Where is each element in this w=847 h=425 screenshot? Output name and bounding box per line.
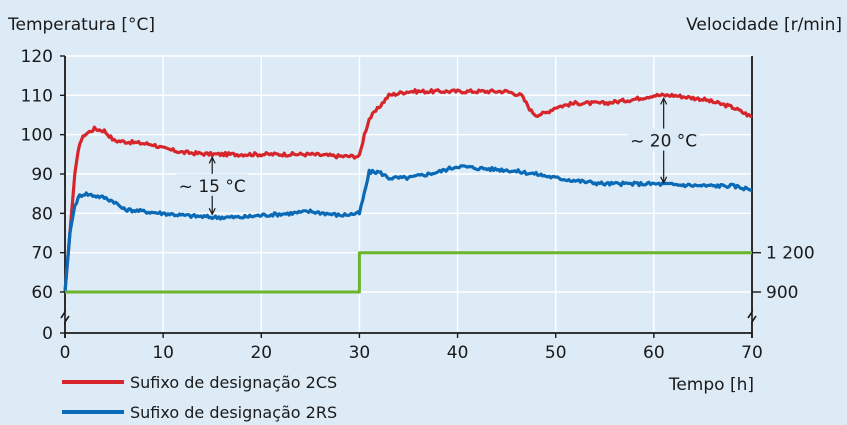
annotation-label-0: ~ 15 °C [179,177,246,197]
x-tick-label-20: 20 [250,343,272,363]
annotation-label-bg-1 [627,128,700,151]
y-tick-label-90: 90 [31,165,53,185]
tick-labels: 0 60 70 80 90 100 110 120 0 10 20 30 40 50 60 70 900 1 20… [21,47,815,363]
y-tick-label-110: 110 [21,86,53,106]
x-axis-label: Tempo [h] [668,375,754,395]
y-right-axis-break [747,309,757,325]
y-tick-label-70: 70 [31,244,53,264]
annotation-label-bg-0 [176,173,249,196]
legend-label-2rs: Sufixo de designação 2RS [130,403,337,422]
x-tick-label-60: 60 [643,343,665,363]
x-tick-label-50: 50 [545,343,567,363]
series-line-0 [63,88,753,293]
y-tick-label-100: 100 [21,126,53,146]
x-tick-label-30: 30 [349,343,371,363]
series-line-1 [63,164,753,293]
y-right-axis-label: Velocidade [r/min] [686,15,842,35]
x-tick-label-70: 70 [741,343,763,363]
x-tick-label-40: 40 [447,343,469,363]
annotation-arrowhead-bottom-1 [660,176,668,185]
legend-label-2cs: Sufixo de designação 2CS [130,373,337,392]
annotation-arrowhead-bottom-0 [208,207,216,216]
y-right-tick-label-900: 900 [766,283,798,303]
y-left-axis-break [60,309,70,325]
series-line-2 [65,251,752,294]
y-tick-label-0: 0 [42,324,53,344]
y-tick-label-80: 80 [31,204,53,224]
y-right-tick-label-1200: 1 200 [766,244,815,264]
y-tick-label-60: 60 [31,283,53,303]
annotation-arrowhead-top-1 [660,96,668,105]
x-tick-label-10: 10 [152,343,174,363]
x-tick-label-0: 0 [60,343,71,363]
series-group [63,88,753,294]
y-left-axis-label: Temperatura [°C] [7,15,155,35]
annotation-label-1: ~ 20 °C [630,132,697,152]
annotation-arrowhead-top-0 [208,155,216,164]
annotations: ~ 15 °C ~ 20 °C [176,96,700,216]
y-tick-label-120: 120 [21,47,53,67]
legend: Sufixo de designação 2CS Sufixo de desig… [62,373,337,422]
